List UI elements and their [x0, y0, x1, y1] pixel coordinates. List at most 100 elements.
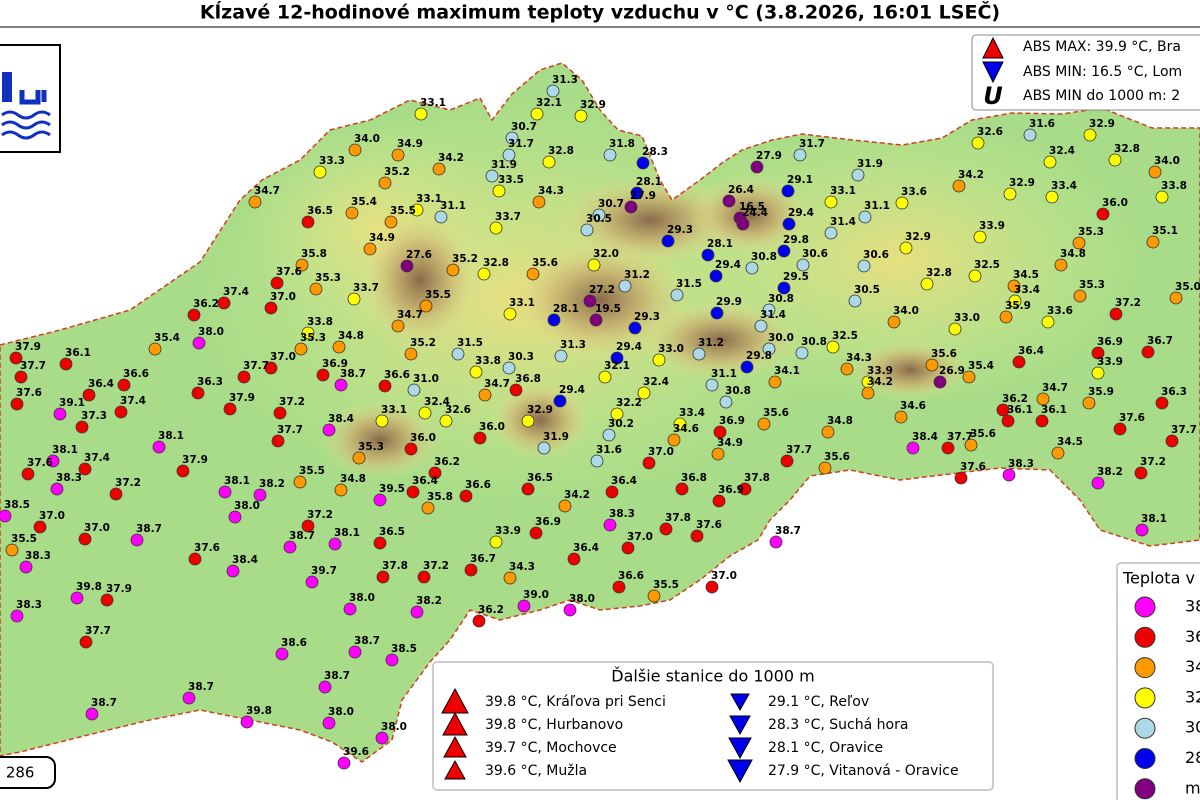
station-dot — [964, 438, 978, 452]
station-label: 33.7 — [495, 211, 521, 223]
station-dot — [667, 433, 681, 447]
station-label: 38.0 — [198, 326, 224, 338]
station-label: 37.6 — [194, 542, 220, 554]
station-dot — [899, 241, 913, 255]
station-dot — [587, 258, 601, 272]
station-dot — [851, 168, 865, 182]
station-label: 28.1 — [636, 176, 662, 188]
station-dot — [503, 571, 517, 585]
station-dot — [948, 322, 962, 336]
station-dot — [78, 532, 92, 546]
station-dot — [1108, 153, 1122, 167]
station-label: 36.8 — [515, 373, 541, 385]
station-label: 32.8 — [926, 267, 952, 279]
station-label: 36.0 — [479, 421, 505, 433]
station-dot — [670, 288, 684, 302]
station-dot — [109, 487, 123, 501]
station-dot — [824, 226, 838, 240]
station-label: 32.9 — [580, 99, 606, 111]
station-label: 36.2 — [193, 298, 219, 310]
station-label: 38.3 — [1008, 458, 1034, 470]
station-dot — [9, 351, 23, 365]
station-dot — [459, 489, 473, 503]
station-dot — [636, 156, 650, 170]
station-dot — [973, 230, 987, 244]
station-label: 36.2 — [1002, 393, 1028, 405]
station-label: 36.7 — [470, 553, 496, 565]
station-label: 33.9 — [1097, 356, 1123, 368]
station-label: 38.3 — [16, 599, 42, 611]
station-dot — [264, 301, 278, 315]
station-label: 36.9 — [322, 358, 348, 370]
station-dot — [590, 454, 604, 468]
station-dot — [796, 258, 810, 272]
station-label: 35.0 — [1175, 281, 1200, 293]
station-label: 36.3 — [197, 376, 223, 388]
station-label: 38.2 — [259, 478, 285, 490]
station-label: 31.7 — [508, 138, 534, 150]
station-label: 38.2 — [1097, 466, 1123, 478]
station-dot — [690, 529, 704, 543]
station-dot — [580, 223, 594, 237]
station-label: 37.2 — [279, 396, 305, 408]
station-label: 31.9 — [543, 431, 569, 443]
station-label: 38.7 — [188, 681, 214, 693]
legend-swatch — [1134, 717, 1156, 739]
station-label: 31.6 — [596, 444, 622, 456]
station-label: 36.1 — [1041, 404, 1067, 416]
station-dot — [318, 680, 332, 694]
station-label: 33.4 — [1051, 180, 1077, 192]
station-dot — [117, 378, 131, 392]
station-label: 38.4 — [328, 413, 354, 425]
station-label: 30.8 — [751, 251, 777, 263]
station-label: 30.6 — [802, 248, 828, 260]
station-label: 38.1 — [334, 527, 360, 539]
station-dot — [348, 645, 362, 659]
station-label: 36.1 — [1007, 404, 1033, 416]
station-dot — [352, 451, 366, 465]
station-dot — [373, 536, 387, 550]
min-station: 28.1 °C, Oravice — [768, 740, 883, 756]
legend-label: 34 — [1185, 657, 1200, 676]
station-dot — [861, 386, 875, 400]
station-dot — [610, 351, 624, 365]
station-label: 31.2 — [698, 337, 724, 349]
station-label: 34.1 — [774, 365, 800, 377]
station-label: 29.3 — [634, 311, 660, 323]
station-dot — [769, 535, 783, 549]
station-dot — [283, 540, 297, 554]
station-dot — [1007, 279, 1021, 293]
extra-legend-title: Ďalšie stanice do 1000 m — [611, 667, 814, 686]
map-title: Kĺzavé 12-hodinové maximum teploty vzduc… — [200, 0, 1000, 24]
station-dot — [10, 609, 24, 623]
station-dot — [673, 417, 687, 431]
station-label: 37.8 — [665, 512, 691, 524]
station-label: 32.2 — [616, 397, 642, 409]
station-dot — [485, 169, 499, 183]
station-dot — [478, 388, 492, 402]
station-dot — [793, 148, 807, 162]
legend-swatch — [1134, 596, 1156, 618]
station-dot — [78, 462, 92, 476]
station-label: 34.2 — [958, 169, 984, 181]
station-dot — [647, 589, 661, 603]
station-dot — [603, 518, 617, 532]
station-label: 33.8 — [1161, 180, 1187, 192]
station-dot — [176, 464, 190, 478]
station-label: 31.1 — [711, 368, 737, 380]
station-dot — [777, 244, 791, 258]
station-dot — [0, 509, 12, 523]
station-dot — [446, 263, 460, 277]
station-dot — [295, 258, 309, 272]
min-marker — [728, 737, 752, 760]
station-label: 30.2 — [608, 418, 634, 430]
station-dot — [848, 294, 862, 308]
station-label: 38.3 — [609, 508, 635, 520]
station-label: 34.9 — [717, 437, 743, 449]
station-dot — [264, 361, 278, 375]
station-label: 38.5 — [4, 499, 30, 511]
station-dot — [410, 203, 424, 217]
station-label: 34.2 — [867, 376, 893, 388]
station-dot — [952, 179, 966, 193]
station-dot — [1073, 289, 1087, 303]
